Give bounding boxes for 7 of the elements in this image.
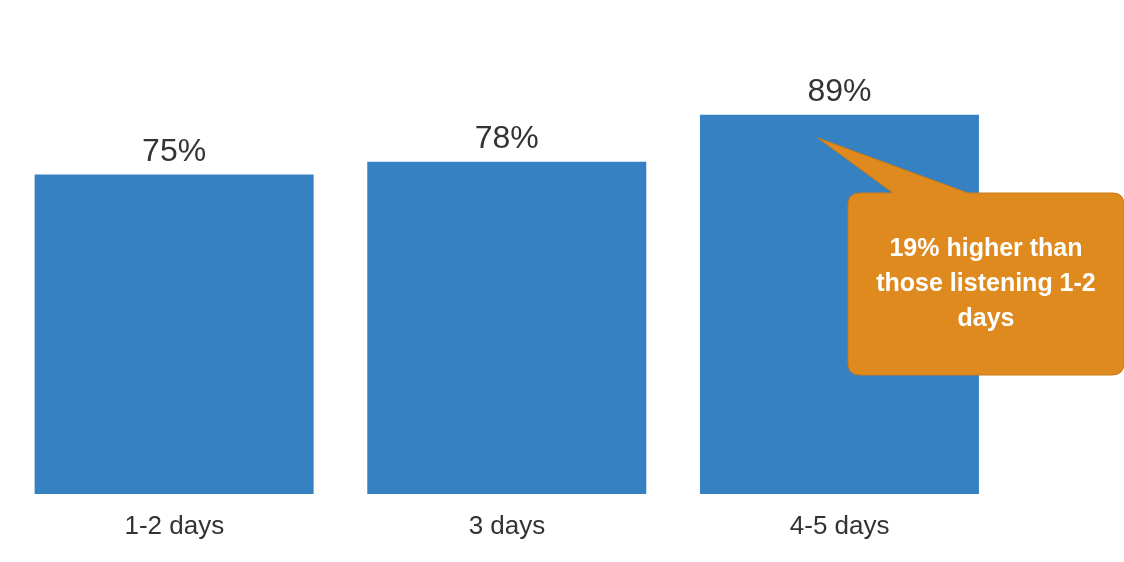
annotation: 19% higher than those listening 1-2 days xyxy=(875,232,1097,333)
x-tick-label: 3 days xyxy=(468,510,546,541)
x-tick-label: 1-2 days xyxy=(124,510,225,541)
data-label: 78% xyxy=(474,118,539,155)
data-label: 75% xyxy=(142,131,207,168)
x-tick-label: 4-5 days xyxy=(789,510,890,541)
data-label: 89% xyxy=(807,71,872,108)
